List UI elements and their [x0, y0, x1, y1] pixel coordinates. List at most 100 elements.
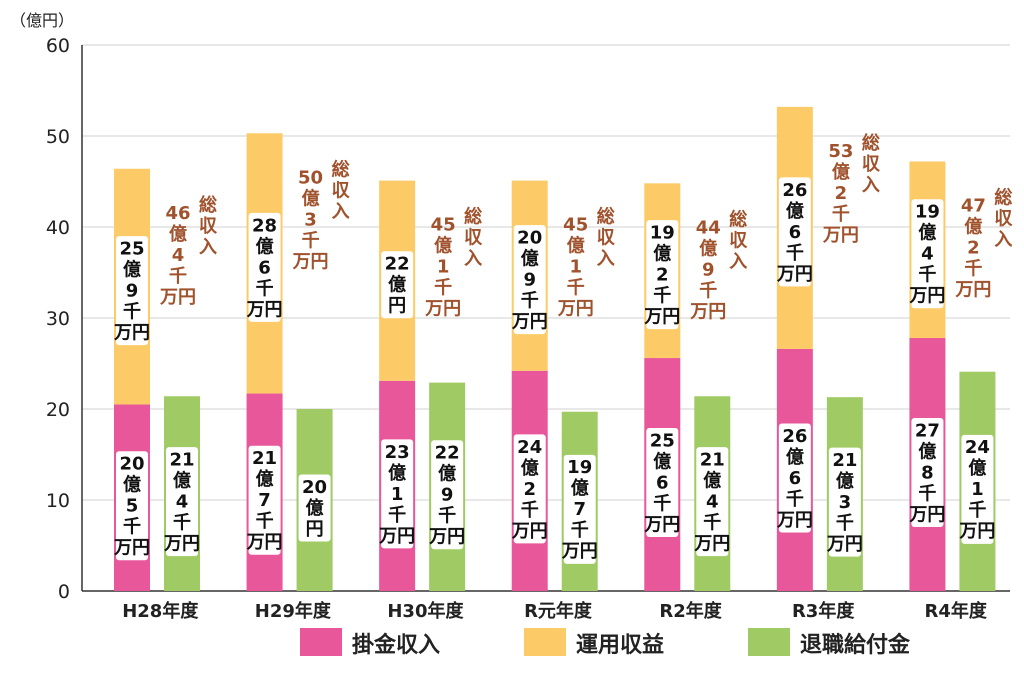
total-value-char: 万円 — [159, 287, 196, 308]
unyo-value-label-char: 26 — [782, 180, 807, 201]
taishoku-value-label-char: 1 — [971, 479, 984, 500]
taishoku-value-label-char: 千 — [968, 500, 986, 521]
total-value-char: 億 — [699, 237, 717, 259]
total-value-char: 億 — [302, 187, 320, 209]
total-value-char: 千 — [699, 280, 717, 301]
total-prefix-char: 収 — [597, 228, 616, 249]
total-prefix-char: 収 — [729, 230, 748, 251]
unyo-value-label-char: 万円 — [511, 312, 548, 333]
taishoku-value-label-char: 億 — [836, 470, 854, 492]
y-tick-label: 40 — [46, 217, 70, 239]
x-tick-label: R元年度 — [524, 600, 593, 622]
kakekin-value-label-char: 千 — [653, 493, 671, 514]
total-value-char: 1 — [437, 257, 450, 278]
total-value-char: 2 — [967, 237, 980, 258]
total-prefix-char: 入 — [862, 175, 880, 196]
taishoku-value-label-char: 万円 — [561, 541, 598, 562]
total-value-char: 億 — [964, 215, 982, 237]
unyo-value-label-char: 2 — [656, 265, 669, 286]
total-prefix-char: 収 — [464, 228, 483, 249]
unyo-value-label-char: 億 — [388, 274, 406, 296]
legend: 掛金収入 運用収益 退職給付金 — [300, 628, 911, 658]
taishoku-value-label-char: 億 — [968, 457, 986, 479]
unyo-value-label-char: 19 — [915, 202, 940, 223]
taishoku-value-label-char: 千 — [173, 513, 191, 534]
unyo-value-label-char: 6 — [258, 257, 271, 278]
taishoku-value-label-bg — [563, 454, 596, 564]
taishoku-value-label-char: 億 — [703, 470, 721, 492]
taishoku-value-label-char: 円 — [306, 519, 324, 540]
total-prefix-char: 総 — [332, 158, 350, 180]
unyo-value-label-char: 19 — [650, 223, 675, 244]
y-tick-label: 20 — [46, 399, 70, 421]
kakekin-value-label-bg — [381, 439, 414, 549]
unyo-value-label-char: 万円 — [113, 322, 150, 343]
kakekin-value-label-char: 億 — [918, 440, 936, 462]
taishoku-value-label-char: 億 — [173, 470, 191, 492]
taishoku-value-label-char: 20 — [302, 477, 327, 498]
kakekin-value-label-char: 千 — [388, 505, 406, 526]
total-value-char: 2 — [835, 183, 848, 204]
unyo-value-label-char: 億 — [918, 222, 936, 244]
kakekin-value-label-char: 億 — [256, 468, 274, 490]
x-tick-label: H28年度 — [122, 600, 199, 622]
taishoku-value-label-char: 億 — [571, 477, 589, 499]
y-tick-label: 0 — [58, 581, 70, 603]
unyo-value-label-char: 22 — [385, 254, 410, 275]
taishoku-value-label-char: 9 — [441, 485, 454, 506]
total-prefix-char: 入 — [199, 237, 217, 258]
kakekin-value-label-char: 億 — [388, 462, 406, 484]
taishoku-value-label-char: 億 — [438, 463, 456, 485]
kakekin-value-label-bg — [911, 418, 944, 528]
total-value-char: 万円 — [822, 225, 859, 246]
taishoku-value-label-char: 21 — [700, 450, 725, 471]
total-prefix-char: 入 — [464, 249, 482, 270]
total-value-char: 46 — [165, 203, 190, 224]
kakekin-value-label-char: 万円 — [113, 538, 150, 559]
y-tick-label: 30 — [46, 308, 70, 330]
kakekin-value-label-bg — [513, 434, 546, 544]
kakekin-value-label-char: 万円 — [246, 532, 283, 553]
kakekin-value-label-char: 21 — [252, 448, 277, 469]
legend-item: 掛金収入 — [300, 628, 440, 658]
total-value-char: 45 — [563, 215, 588, 236]
kakekin-value-label-char: 億 — [786, 446, 804, 468]
unyo-value-label-bg — [116, 236, 148, 346]
unyo-value-label-char: 万円 — [908, 286, 945, 307]
legend-label: 退職給付金 — [800, 632, 911, 658]
kakekin-value-label-char: 6 — [656, 472, 669, 493]
total-value-char: 千 — [964, 258, 982, 279]
total-value-char: 45 — [431, 215, 456, 236]
kakekin-value-label-bg — [248, 445, 281, 555]
total-prefix-char: 総 — [994, 186, 1012, 208]
taishoku-value-label-bg — [298, 474, 331, 542]
unyo-value-label-char: 万円 — [776, 264, 813, 285]
unyo-value-label-bg — [381, 251, 414, 319]
kakekin-value-label-char: 25 — [650, 430, 675, 451]
kakekin-value-label-char: 7 — [258, 490, 271, 511]
taishoku-value-label-char: 22 — [435, 443, 460, 464]
kakekin-value-label-char: 千 — [256, 511, 274, 532]
unyo-value-label-bg — [911, 199, 944, 309]
taishoku-value-label-char: 千 — [571, 520, 589, 541]
total-prefix-char: 入 — [729, 251, 747, 272]
kakekin-value-label-char: 23 — [385, 442, 410, 463]
unyo-value-label-char: 円 — [388, 296, 406, 317]
total-value-char: 万円 — [424, 299, 461, 320]
legend-swatch — [748, 628, 790, 656]
kakekin-value-label-char: 億 — [653, 450, 671, 472]
